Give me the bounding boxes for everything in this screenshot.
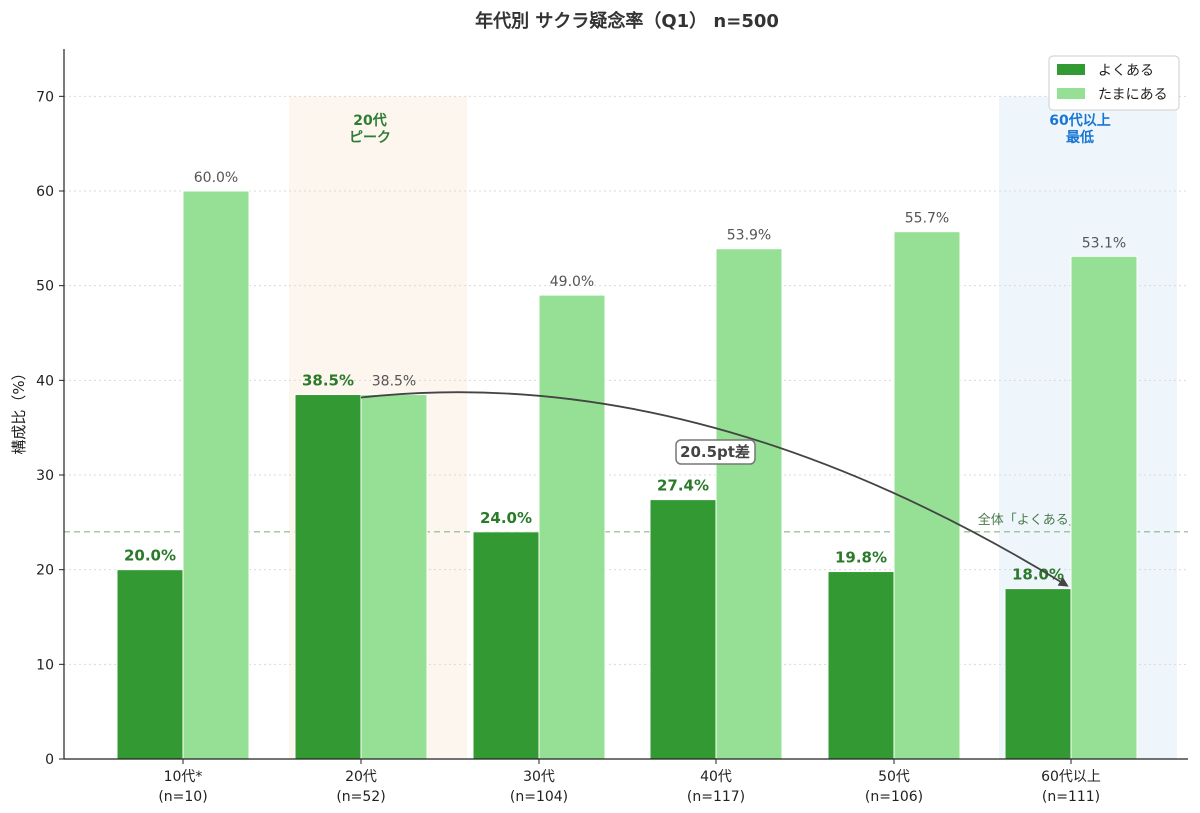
x-tick-sublabel: (n=106) xyxy=(865,789,923,805)
y-tick-label: 70 xyxy=(36,89,54,105)
legend-swatch xyxy=(1057,64,1085,75)
x-tick-label: 60代以上 xyxy=(1041,769,1101,785)
x-tick-sublabel: (n=111) xyxy=(1042,789,1100,805)
bar-sometimes xyxy=(715,248,783,760)
bar-sometimes xyxy=(360,394,428,760)
x-tick-label: 50代 xyxy=(878,769,910,785)
x-tick-sublabel: (n=52) xyxy=(336,789,385,805)
bar-sometimes xyxy=(182,190,250,760)
x-tick-sublabel: (n=104) xyxy=(510,789,568,805)
band-annotation-line: 20代 xyxy=(353,112,386,129)
bar-often xyxy=(472,531,540,760)
band-annotation-line: 60代以上 xyxy=(1049,112,1110,129)
band-annotation-line: ピーク xyxy=(349,130,391,146)
x-tick-sublabel: (n=117) xyxy=(687,789,745,805)
y-tick-label: 0 xyxy=(45,752,54,768)
data-label-often: 20.0% xyxy=(124,547,176,565)
data-label-often: 18.0% xyxy=(1012,566,1064,584)
data-label-sometimes: 60.0% xyxy=(194,170,238,186)
y-tick-label: 40 xyxy=(36,373,54,389)
data-label-often: 38.5% xyxy=(302,372,354,390)
x-tick-sublabel: (n=10) xyxy=(158,789,207,805)
bar-often xyxy=(294,394,362,760)
y-tick-label: 60 xyxy=(36,184,54,200)
legend-swatch xyxy=(1057,88,1085,99)
chart-title: 年代別 サクラ疑念率（Q1） n=500 xyxy=(475,10,779,32)
y-tick-label: 30 xyxy=(36,468,54,484)
y-tick-label: 50 xyxy=(36,279,54,295)
x-tick-label: 40代 xyxy=(700,769,732,785)
difference-label-box xyxy=(675,439,756,465)
bar-sometimes xyxy=(538,294,606,760)
difference-arrow xyxy=(360,391,1069,587)
data-label-sometimes: 38.5% xyxy=(372,374,416,390)
bar-often xyxy=(116,569,184,760)
y-tick-label: 20 xyxy=(36,563,54,579)
difference-label: 20.5pt差 xyxy=(680,443,750,461)
bar-often xyxy=(1004,588,1072,760)
data-label-sometimes: 49.0% xyxy=(550,274,594,290)
bar-sometimes xyxy=(1070,255,1138,760)
y-tick-label: 10 xyxy=(36,657,54,673)
data-label-often: 27.4% xyxy=(657,477,709,495)
bar-sometimes xyxy=(893,231,961,760)
legend-label: たまにある xyxy=(1098,87,1168,103)
legend-label: よくある xyxy=(1098,63,1154,79)
bar-often xyxy=(827,571,895,760)
data-label-sometimes: 53.1% xyxy=(1082,235,1126,251)
data-label-often: 19.8% xyxy=(835,549,887,567)
x-tick-label: 20代 xyxy=(345,769,377,785)
x-tick-label: 10代* xyxy=(164,769,203,785)
band-annotation-line: 最低 xyxy=(1066,129,1094,146)
data-label-often: 24.0% xyxy=(480,509,532,527)
y-axis-label: 構成比（%） xyxy=(10,365,28,454)
bar-often xyxy=(649,499,717,760)
data-label-sometimes: 53.9% xyxy=(727,228,771,244)
data-label-sometimes: 55.7% xyxy=(905,211,949,227)
x-tick-label: 30代 xyxy=(523,769,555,785)
